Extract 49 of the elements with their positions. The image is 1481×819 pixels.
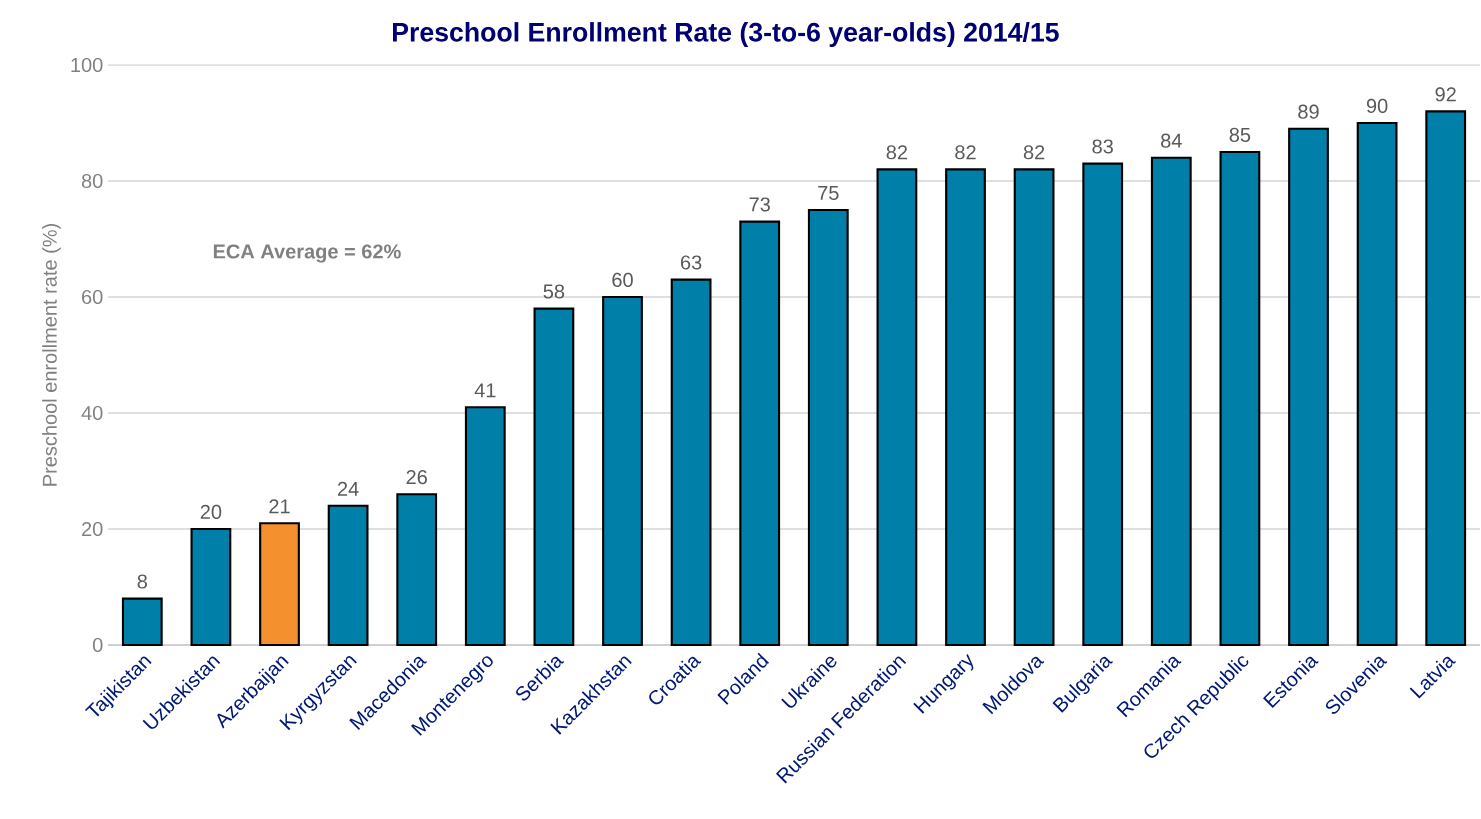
data-label: 58 [543,284,565,299]
data-label: 82 [955,145,976,160]
bar [1356,121,1398,647]
bar [602,295,643,647]
bar [1150,156,1192,647]
bar [190,527,232,647]
bar [807,208,849,647]
bar [876,168,918,647]
data-label: 89 [1298,104,1319,119]
data-label: 60 [612,272,633,287]
bar [1082,162,1124,647]
data-label: 8 [137,574,147,589]
data-label: 21 [269,499,290,514]
bar [1425,110,1467,647]
data-label: 75 [818,186,839,200]
bar [1288,127,1329,647]
bar [739,220,781,647]
chart-title: Preschool Enrollment Rate (3-to-6 year-olds) 2014/15 [393,22,1059,47]
bar [327,504,369,647]
data-label: 82 [886,145,908,160]
bar [945,168,986,647]
y-tick-label: 20 [82,521,103,537]
data-label: 73 [749,197,770,212]
data-label: 20 [200,504,222,519]
data-label: 90 [1366,98,1388,113]
bar [670,278,712,647]
bar [1219,150,1261,647]
bar [1013,168,1055,647]
data-label: 63 [681,255,702,270]
data-label: 92 [1435,87,1456,102]
data-label: 85 [1229,127,1251,142]
bar [464,406,506,647]
data-label: 82 [1023,145,1045,160]
y-tick-label: 80 [81,173,103,189]
annotation: ECA Average = 62% [213,244,401,263]
data-label: 24 [337,481,359,496]
y-tick-label: 40 [81,405,103,421]
bar [396,493,438,647]
y-tick-label: 0 [92,637,103,653]
y-tick-label: 60 [82,289,103,305]
bar [121,597,163,647]
bar [259,522,300,647]
bar [533,307,575,647]
data-label: 26 [406,469,427,485]
data-label: 41 [474,383,496,398]
y-axis-title: Preschool enrollment rate (%) [42,224,61,486]
data-label: 83 [1092,139,1113,154]
y-tick-label: 100 [71,57,103,73]
data-label: 84 [1161,133,1182,148]
